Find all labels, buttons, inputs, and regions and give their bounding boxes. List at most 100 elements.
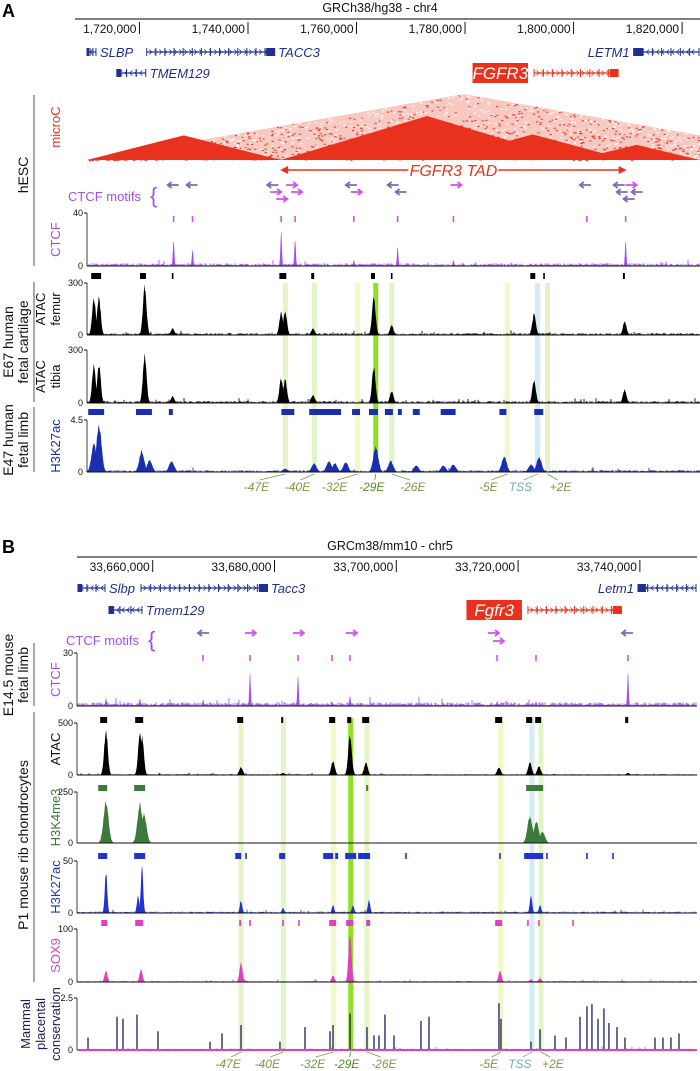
microc-pixel: [244, 148, 247, 150]
microc-pixel: [124, 159, 127, 161]
gene-label: Tmem129: [146, 603, 205, 618]
microc-pixel: [686, 146, 689, 148]
microc-pixel: [682, 150, 685, 153]
strand-arrow: [116, 607, 120, 613]
microc-pixel: [287, 133, 290, 135]
microc-pixel: [624, 146, 628, 148]
peak-call: [362, 717, 370, 723]
peak-call: [139, 273, 146, 279]
strand-arrow: [228, 585, 232, 591]
microc-pixel: [348, 117, 351, 119]
peak-call: [624, 216, 627, 222]
signal-peak: [616, 321, 633, 335]
signal-peak: [134, 968, 149, 982]
microc-pixel: [259, 140, 262, 142]
highlight-leader: [374, 473, 377, 481]
microc-pixel: [685, 148, 688, 150]
microc-pixel: [328, 122, 331, 124]
microc-pixel: [601, 140, 604, 142]
microc-pixel: [580, 114, 583, 117]
signal-peak: [164, 328, 181, 335]
microc-pixel: [321, 140, 324, 142]
microc-pixel: [481, 124, 485, 126]
signal-peak: [449, 260, 458, 266]
exon: [561, 69, 563, 77]
microc-pixel: [314, 121, 317, 124]
microc-pixel: [593, 129, 596, 131]
motif-forward-arrow: [625, 181, 639, 189]
microc-pixel: [496, 113, 499, 115]
tick-label: 1,800,000: [517, 22, 571, 36]
microc-pixel: [614, 121, 617, 123]
microc-pixel: [275, 158, 278, 160]
microc-pixel: [461, 97, 464, 99]
microc-pixel: [292, 124, 295, 126]
microc-pixel: [311, 130, 314, 132]
microc-pixel: [132, 159, 135, 161]
track-label: H3K27ac: [48, 860, 63, 914]
microc-pixel: [697, 143, 700, 145]
microc-pixel: [313, 133, 316, 135]
strand-arrow: [213, 585, 217, 591]
gene-tmem129: Tmem129: [108, 603, 205, 618]
signal-peak: [521, 762, 539, 775]
microc-pixel: [616, 122, 620, 125]
highlight--32E: [331, 718, 337, 1050]
strand-arrow: [173, 585, 177, 591]
microc-pixel: [249, 142, 252, 145]
microc-pixel: [627, 127, 631, 129]
microc-pixel: [334, 135, 337, 138]
signal-peak: [327, 904, 339, 913]
microc-pixel: [379, 123, 382, 125]
signal-peak: [100, 874, 112, 913]
microc-pixel: [214, 142, 217, 144]
microc-pixel: [621, 136, 624, 139]
microc-pixel: [615, 130, 618, 132]
exon: [555, 606, 557, 614]
peak-call: [88, 409, 105, 415]
microc-pixel: [276, 126, 280, 129]
ctcf-motifs-label: CTCF motifs: [68, 189, 141, 204]
microc-pixel: [330, 137, 334, 140]
microc-pixel: [673, 149, 676, 151]
microc-pixel: [612, 120, 615, 123]
microc-pixel: [466, 100, 470, 102]
microc-pixel: [614, 133, 617, 135]
exon: [173, 48, 175, 56]
microc-pixel: [254, 139, 257, 141]
highlight-label: -5E: [479, 1057, 499, 1071]
strand-arrow: [238, 49, 243, 55]
microc-pixel: [682, 155, 686, 157]
microc-pixel: [409, 116, 412, 118]
highlight-+2E: [545, 283, 551, 472]
microc-pixel: [573, 132, 576, 134]
microc-pixel: [271, 145, 274, 147]
microc-pixel: [647, 140, 650, 143]
microc-pixel: [686, 139, 689, 141]
microc-pixel: [570, 119, 574, 121]
microc-pixel: [460, 99, 463, 101]
microc-pixel: [410, 159, 413, 162]
microc-pixel: [572, 159, 576, 161]
tick-label: 33,680,000: [211, 560, 271, 574]
microc-pixel: [521, 135, 524, 137]
microc-pixel: [274, 135, 277, 137]
y-max-label: 4.5: [70, 415, 83, 425]
microc-pixel: [555, 116, 558, 118]
microc-pixel: [143, 159, 146, 161]
tad-label-bg: [408, 161, 499, 179]
microc-pixel: [503, 136, 506, 138]
track-atac: 500 0 ATAC: [48, 717, 697, 780]
track-label: H3K27ac: [48, 419, 63, 473]
exon: [179, 584, 181, 592]
strand-arrow: [178, 49, 183, 55]
peak-call: [98, 785, 108, 791]
microc-pixel: [485, 119, 488, 122]
microc-pixel: [239, 147, 242, 149]
signal-peak: [94, 801, 117, 843]
strand-arrow: [595, 607, 599, 613]
microc-pixel: [262, 151, 265, 153]
strand-arrow: [193, 585, 197, 591]
microc-pixel: [698, 148, 700, 150]
utr-block: [612, 606, 622, 614]
